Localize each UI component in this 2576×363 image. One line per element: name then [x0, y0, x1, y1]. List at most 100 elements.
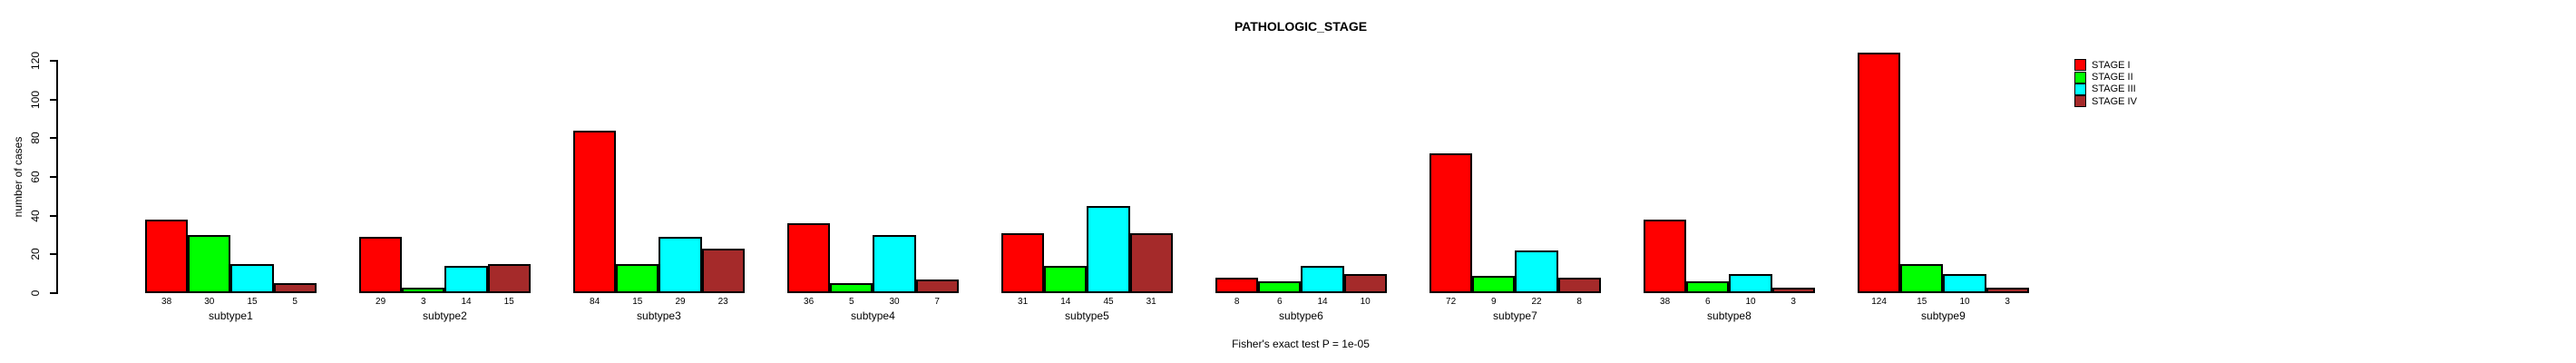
category-label: subtype6	[1279, 309, 1323, 322]
bar-stage-ii	[402, 287, 445, 293]
legend-swatch	[2074, 71, 2086, 83]
legend-label: STAGE II	[2092, 72, 2133, 83]
bar-value-label: 15	[632, 297, 643, 307]
bar-value-label: 30	[889, 297, 900, 307]
bar-stage-i	[573, 130, 617, 293]
legend-entry: STAGE III	[2074, 83, 2137, 95]
bar-value-label: 6	[1277, 297, 1283, 307]
bar-value-label: 15	[247, 297, 258, 307]
bar-value-label: 7	[934, 297, 940, 307]
bar-value-label: 23	[717, 297, 728, 307]
bar-stage-iii	[230, 264, 274, 293]
y-tick-label: 40	[29, 209, 42, 222]
y-tick	[50, 60, 56, 62]
legend-label: STAGE III	[2092, 83, 2136, 95]
bar-stage-ii	[1686, 281, 1730, 293]
bar-stage-ii	[1258, 281, 1302, 293]
legend-label: STAGE IV	[2092, 95, 2137, 107]
legend-entry: STAGE II	[2074, 71, 2137, 83]
bar-stage-iii	[1515, 250, 1558, 293]
bar-stage-i	[787, 223, 831, 293]
bar-value-label: 29	[675, 297, 686, 307]
y-tick-label: 20	[29, 248, 42, 261]
category-label: subtype9	[1921, 309, 1966, 322]
bar-value-label: 84	[590, 297, 600, 307]
bar-stage-ii	[830, 283, 873, 293]
legend-entry: STAGE I	[2074, 59, 2137, 72]
bar-stage-iii	[444, 266, 488, 293]
y-tick	[50, 253, 56, 256]
y-tick-label: 120	[29, 51, 42, 71]
bar-stage-iii	[659, 237, 702, 293]
bar-stage-iv	[701, 248, 745, 293]
bar-value-label: 38	[1660, 297, 1671, 307]
category-label: subtype2	[423, 309, 467, 322]
bar-stage-iv	[1557, 277, 1601, 293]
bar-stage-ii	[616, 264, 659, 293]
bar-value-label: 10	[1745, 297, 1756, 307]
y-axis-line	[56, 60, 58, 294]
bar-stage-iii	[1729, 273, 1772, 293]
bar-stage-iii	[1087, 206, 1130, 293]
bar-value-label: 14	[461, 297, 472, 307]
bar-stage-iv	[1986, 287, 2029, 293]
bar-value-label: 30	[204, 297, 215, 307]
bar-value-label: 8	[1234, 297, 1240, 307]
bar-stage-ii	[1900, 264, 1944, 293]
category-label: subtype4	[851, 309, 895, 322]
bar-stage-i	[359, 237, 403, 293]
bar-stage-iv	[1771, 287, 1815, 293]
legend-swatch	[2074, 59, 2086, 72]
bar-stage-i	[1215, 277, 1259, 293]
bar-stage-iii	[1943, 273, 1986, 293]
legend: STAGE I STAGE II STAGE III STAGE IV	[2074, 59, 2137, 108]
bar-value-label: 31	[1018, 297, 1029, 307]
bar-value-label: 3	[1791, 297, 1796, 307]
bar-value-label: 14	[1317, 297, 1328, 307]
bar-value-label: 15	[1917, 297, 1927, 307]
bar-value-label: 38	[161, 297, 172, 307]
chart-title: PATHOLOGIC_STAGE	[1234, 19, 1368, 34]
y-axis-label: number of cases	[12, 136, 24, 218]
y-tick	[50, 292, 56, 294]
bar-stage-iv	[273, 283, 317, 293]
category-label: subtype7	[1493, 309, 1537, 322]
bar-stage-i	[1429, 153, 1473, 293]
bar-value-label: 8	[1576, 297, 1582, 307]
bar-value-label: 36	[804, 297, 815, 307]
category-label: subtype5	[1065, 309, 1109, 322]
bar-stage-iv	[487, 264, 531, 293]
category-label: subtype1	[209, 309, 253, 322]
y-tick-label: 100	[29, 90, 42, 109]
bar-value-label: 72	[1446, 297, 1457, 307]
footnote: Fisher's exact test P = 1e-05	[1232, 338, 1370, 350]
bar-stage-ii	[1472, 275, 1516, 293]
bar-value-label: 22	[1531, 297, 1542, 307]
bar-stage-i	[1644, 219, 1687, 293]
bar-stage-iv	[915, 280, 959, 293]
bar-value-label: 15	[503, 297, 514, 307]
bar-value-label: 45	[1103, 297, 1114, 307]
bar-stage-i	[145, 219, 189, 293]
bar-value-label: 29	[376, 297, 386, 307]
bar-value-label: 3	[421, 297, 426, 307]
y-tick-label: 60	[29, 171, 42, 183]
bar-value-label: 124	[1871, 297, 1887, 307]
bar-stage-i	[1001, 232, 1045, 293]
legend-swatch	[2074, 95, 2086, 108]
y-tick	[50, 176, 56, 178]
category-label: subtype8	[1707, 309, 1751, 322]
y-tick-label: 80	[29, 132, 42, 145]
bar-stage-iv	[1129, 232, 1173, 293]
bar-stage-i	[1858, 53, 1901, 293]
bar-value-label: 10	[1959, 297, 1970, 307]
bar-value-label: 9	[1491, 297, 1497, 307]
bar-stage-iv	[1343, 273, 1387, 293]
bar-value-label: 3	[2005, 297, 2010, 307]
bar-stage-iii	[1301, 266, 1344, 293]
bar-value-label: 5	[849, 297, 854, 307]
y-tick	[50, 98, 56, 101]
bar-stage-iii	[873, 235, 916, 293]
bar-stage-ii	[1044, 266, 1088, 293]
